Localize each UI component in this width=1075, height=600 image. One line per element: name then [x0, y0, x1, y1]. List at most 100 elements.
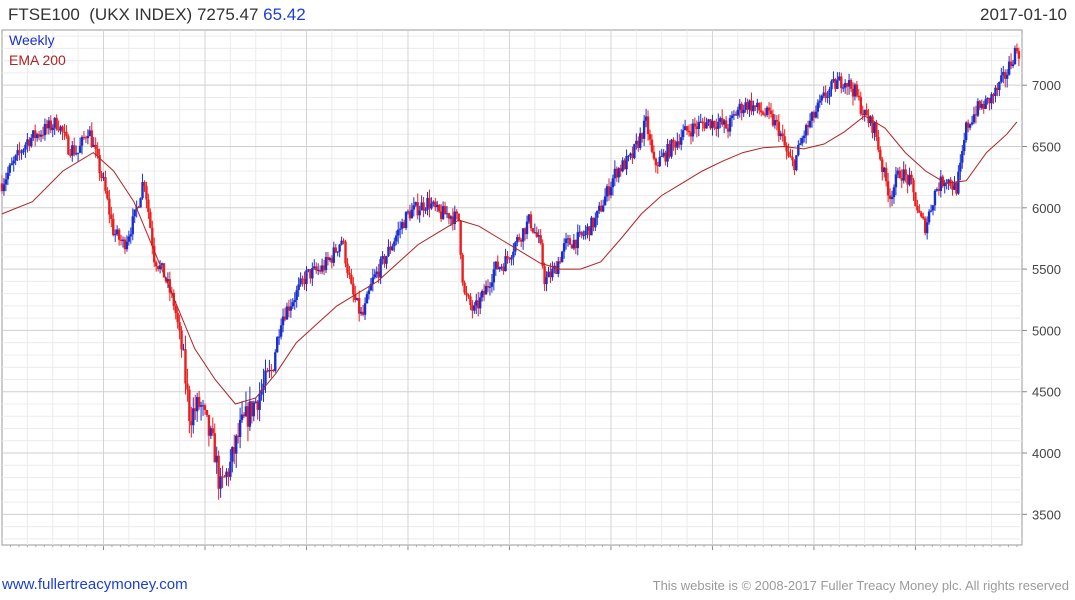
price-bar-body — [299, 278, 302, 285]
price-bar-body — [112, 218, 115, 236]
price-bar-body — [681, 130, 685, 138]
price-bar-body — [892, 187, 896, 198]
price-bar-body — [201, 405, 205, 407]
price-bar-body — [324, 257, 328, 271]
price-bar-body — [834, 79, 837, 89]
price-bar-body — [761, 112, 765, 115]
price-bar-body — [106, 190, 109, 199]
price-bar-body — [510, 257, 513, 260]
price-bar-body — [845, 83, 849, 87]
price-bar-body — [986, 97, 989, 100]
ema-200-line — [1, 115, 1018, 405]
price-bar-body — [875, 122, 878, 137]
price-bar-body — [722, 120, 726, 125]
price-bar-body — [240, 414, 244, 420]
price-bar-body — [69, 154, 72, 156]
price-bar-body — [555, 265, 558, 274]
price-bar-body — [746, 102, 749, 110]
price-bar-body — [260, 390, 263, 395]
price-bar-body — [873, 122, 876, 133]
price-bar-body — [929, 210, 933, 212]
price-bar-body — [478, 297, 482, 309]
price-bar-body — [297, 284, 300, 291]
price-bar-body — [535, 232, 538, 237]
price-change: 65.42 — [263, 5, 306, 24]
price-bar-body — [685, 126, 689, 131]
price-bar-body — [541, 243, 544, 267]
price-bar-body — [504, 256, 507, 272]
price-bar-body — [859, 96, 862, 114]
price-bar-body — [484, 285, 488, 295]
price-bar-body — [935, 189, 939, 191]
price-bar-body — [683, 126, 687, 131]
price-bar-body — [955, 182, 958, 194]
price-bar-body — [648, 134, 652, 140]
price-bar-body — [357, 298, 361, 314]
price-bar-body — [797, 144, 800, 156]
price-bar-body — [721, 118, 724, 125]
price-bar-body — [709, 119, 712, 129]
price-bar-body — [687, 130, 691, 133]
price-bar-body — [453, 211, 457, 225]
price-bar-body — [867, 115, 870, 124]
price-bar-body — [939, 176, 943, 192]
price-bar-body — [654, 158, 658, 166]
price-bar-body — [545, 277, 548, 285]
price-bar-body — [551, 268, 554, 278]
price-bar-body — [195, 397, 199, 412]
price-bar-body — [760, 110, 763, 113]
price-bar-body — [619, 168, 622, 172]
site-link[interactable]: www.fullertreacymoney.com — [2, 576, 188, 593]
price-bar-body — [664, 152, 667, 162]
price-bar-body — [330, 258, 334, 263]
price-bar-body — [680, 137, 683, 145]
price-bar-body — [160, 263, 164, 266]
price-bar-body — [715, 126, 718, 129]
price-bar-body — [410, 209, 414, 219]
price-bar-body — [305, 270, 308, 285]
price-bar-body — [763, 114, 767, 116]
price-bar-body — [338, 244, 341, 252]
chart-title: FTSE100 (UKX INDEX) 7275.47 65.42 — [8, 5, 306, 25]
price-bar-body — [461, 254, 464, 283]
price-bar-body — [756, 102, 759, 108]
price-bar-body — [316, 269, 320, 271]
price-bar-body — [207, 415, 211, 436]
price-bar-body — [279, 325, 283, 337]
x-tick-label: 2012 — [495, 553, 524, 556]
price-bar-body — [43, 124, 47, 136]
price-bar-body — [697, 122, 700, 130]
y-tick-label: 7000 — [1032, 78, 1061, 93]
price-bar-body — [625, 155, 628, 170]
price-bar-body — [475, 300, 478, 306]
price-bar-body — [154, 262, 158, 267]
price-bar-body — [830, 81, 833, 90]
price-bar-body — [861, 113, 864, 115]
price-bar-body — [211, 428, 214, 434]
price-bar-body — [635, 140, 638, 145]
price-bar-body — [332, 247, 336, 263]
price-bar-body — [447, 213, 451, 219]
price-bar-body — [658, 157, 661, 167]
price-bar-body — [256, 401, 259, 410]
price-bar-body — [39, 134, 43, 137]
price-bar-body — [879, 149, 882, 160]
y-tick-label: 4500 — [1032, 385, 1061, 400]
price-bar-body — [748, 100, 751, 110]
price-bar-body — [49, 120, 52, 131]
price-bar-body — [883, 167, 886, 173]
price-bar-body — [192, 408, 195, 426]
price-bar-body — [235, 435, 238, 454]
price-bar-body — [4, 179, 8, 185]
price-bar-body — [637, 140, 640, 148]
price-bar-body — [744, 102, 747, 110]
price-bar-body — [1017, 51, 1021, 59]
price-bar-body — [855, 84, 859, 96]
price-bar-body — [984, 99, 987, 109]
price-bar-body — [568, 238, 572, 245]
price-bar-body — [877, 136, 880, 150]
price-bar-body — [678, 141, 681, 145]
price-bar-body — [787, 151, 790, 156]
price-bar-body — [108, 198, 111, 215]
price-bar-body — [455, 211, 458, 214]
